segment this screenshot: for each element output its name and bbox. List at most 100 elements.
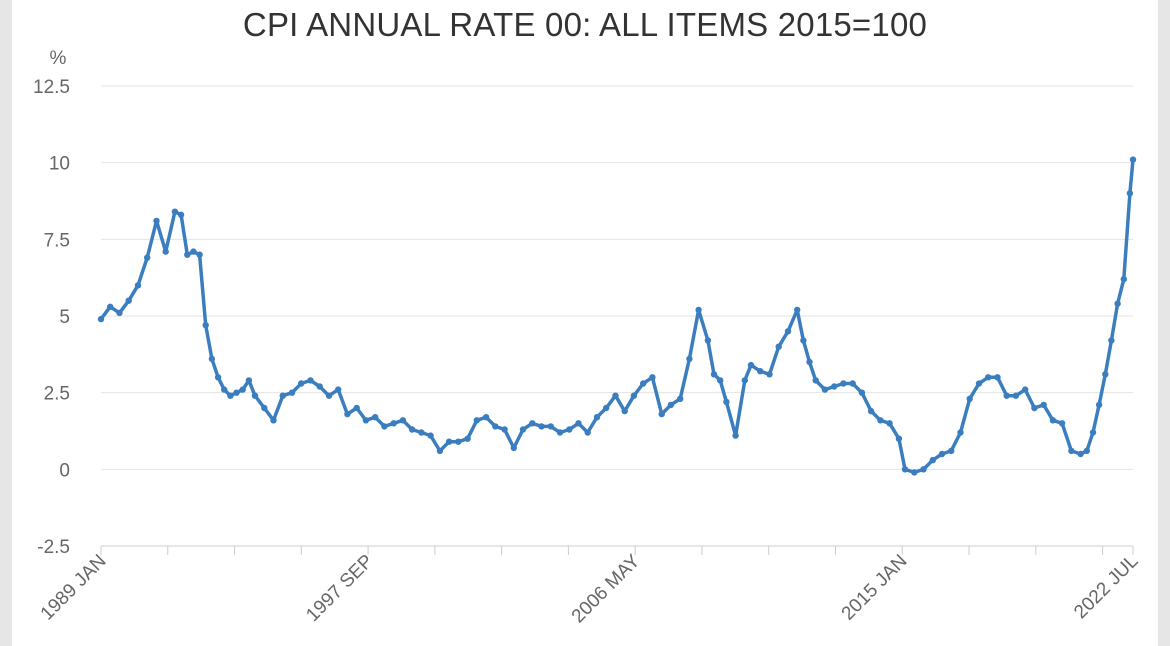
data-point <box>840 380 847 387</box>
data-point <box>732 432 739 439</box>
data-point <box>938 450 946 458</box>
data-point <box>1108 337 1115 344</box>
data-point <box>171 208 179 215</box>
data-point <box>261 404 268 412</box>
data-point <box>1003 392 1010 399</box>
data-point <box>270 417 277 424</box>
data-point <box>335 386 342 393</box>
x-tick-label: 2015 JAN <box>838 551 912 625</box>
data-point <box>747 361 755 369</box>
chart-title: CPI ANNUAL RATE 00: ALL ITEMS 2015=100 <box>242 6 928 43</box>
data-point <box>208 355 216 363</box>
data-point <box>1049 417 1057 424</box>
line-chart: -2.5 0 2.5 5 7.5 10 12.5% 1989 JAN 1997 SEP 2006 … <box>33 48 1143 627</box>
data-point <box>1083 447 1091 455</box>
data-point <box>821 386 829 393</box>
data-point <box>593 414 601 421</box>
data-point <box>1095 401 1103 409</box>
data-point <box>1102 371 1109 378</box>
data-point <box>97 315 105 323</box>
data-point <box>316 383 323 390</box>
data-point <box>1031 404 1038 412</box>
data-point <box>877 417 884 424</box>
data-point <box>202 322 209 329</box>
data-point <box>196 251 203 258</box>
y-tick-label: -2.5 <box>37 537 70 558</box>
data-point <box>221 386 228 393</box>
data-point <box>1114 300 1121 307</box>
data-point <box>251 392 259 399</box>
data-point <box>510 444 517 452</box>
data-point <box>408 426 416 433</box>
data-point <box>288 389 296 396</box>
data-point <box>584 429 591 436</box>
data-point <box>362 417 370 424</box>
data-point <box>886 420 893 427</box>
data-point <box>895 435 903 442</box>
x-tick-label: 1997 SEP <box>302 551 377 626</box>
data-point <box>1120 276 1128 283</box>
data-point <box>649 374 656 381</box>
data-point <box>184 251 191 258</box>
data-point <box>1012 392 1020 399</box>
data-point <box>547 423 554 430</box>
data-point <box>1040 401 1047 409</box>
data-point <box>929 456 936 464</box>
data-point <box>501 426 508 433</box>
data-point <box>658 410 665 418</box>
data-point <box>529 420 536 427</box>
data-point <box>717 377 724 384</box>
data-point <box>153 217 160 225</box>
data-point <box>630 392 638 399</box>
data-point <box>372 414 379 421</box>
y-tick-label: 5 <box>59 307 70 328</box>
data-point <box>381 423 388 430</box>
data-point <box>985 374 992 381</box>
data-point <box>603 404 610 412</box>
data-point <box>279 392 286 399</box>
data-point <box>125 297 132 304</box>
data-point <box>695 306 702 314</box>
data-point <box>538 423 545 430</box>
data-point <box>831 383 838 390</box>
data-point <box>867 407 875 415</box>
data-point <box>427 432 434 439</box>
data-point <box>418 429 425 436</box>
data-point <box>245 377 253 384</box>
data-point <box>190 248 197 255</box>
data-point <box>800 337 807 344</box>
data-point <box>1126 190 1134 197</box>
data-point <box>612 392 619 399</box>
data-point <box>162 248 169 255</box>
data-point <box>298 380 305 387</box>
data-point <box>849 380 856 387</box>
data-point <box>107 303 114 310</box>
data-point <box>710 371 718 378</box>
data-point <box>994 374 1001 381</box>
data-point <box>911 469 918 476</box>
data-point <box>901 466 909 473</box>
data-point <box>667 401 675 409</box>
data-point <box>307 377 314 384</box>
data-point <box>948 447 955 455</box>
data-point <box>723 398 730 406</box>
data-point <box>920 466 927 473</box>
data-point <box>1022 386 1029 393</box>
data-point <box>344 410 351 418</box>
data-point <box>1089 429 1097 436</box>
data-point <box>621 407 628 415</box>
data-point <box>975 380 983 387</box>
data-point <box>464 435 471 442</box>
y-tick-label: 0 <box>59 460 70 481</box>
data-point <box>775 343 782 350</box>
data-point <box>353 404 360 412</box>
y-axis-unit: % <box>50 48 67 69</box>
data-point <box>677 395 684 402</box>
data-point <box>1068 447 1075 455</box>
chart-panel: CPI ANNUAL RATE 00: ALL ITEMS 2015=100 -… <box>12 0 1158 646</box>
data-point <box>455 438 462 445</box>
data-point <box>741 377 748 384</box>
data-point <box>473 417 480 424</box>
data-point <box>957 429 964 436</box>
data-point <box>233 389 240 396</box>
